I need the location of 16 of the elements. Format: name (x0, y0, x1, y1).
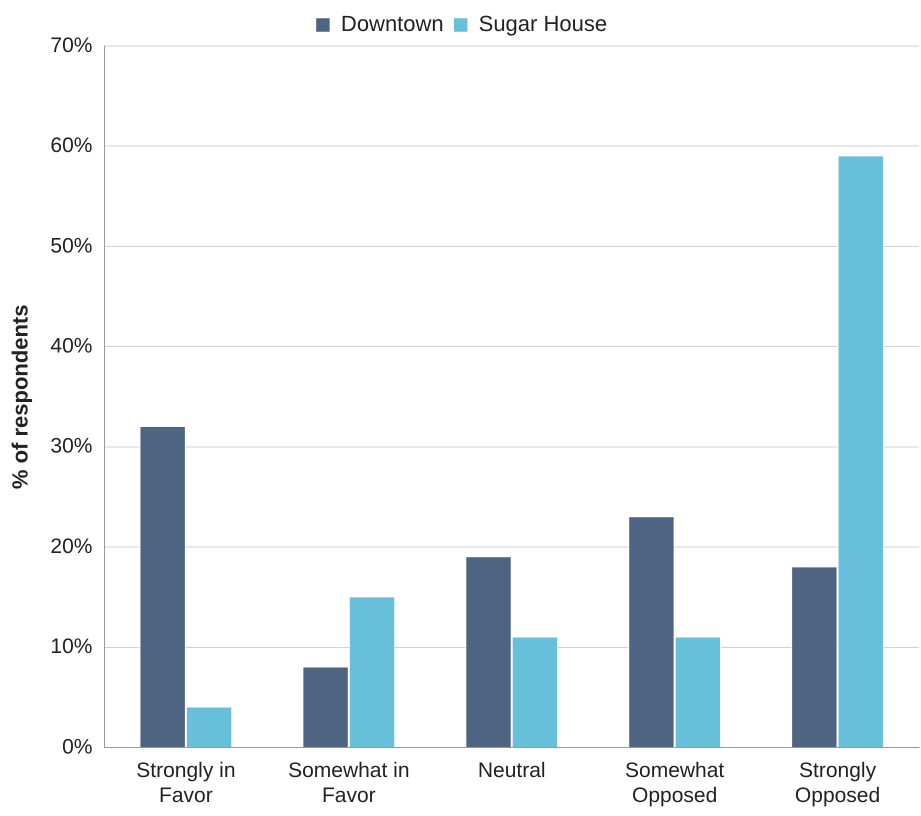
y-tick-label: 30% (50, 434, 92, 458)
y-tick-label: 70% (50, 34, 92, 57)
x-tick-label: Neutral (478, 758, 546, 782)
y-tick-label: 60% (50, 134, 92, 158)
x-tick-label: Strongly Opposed (794, 758, 880, 808)
x-tick-label: Somewhat in Favor (288, 758, 410, 808)
y-tick-label: 40% (50, 334, 92, 358)
y-tick-label: 10% (50, 635, 92, 658)
legend-label: Sugar House (478, 11, 608, 36)
y-tick-label: 20% (50, 534, 92, 558)
legend-label: Downtown (340, 11, 444, 36)
x-tick-label: Strongly in Favor (136, 758, 236, 808)
y-tick-label: 50% (50, 234, 92, 258)
y-tick-label: 0% (62, 735, 92, 758)
x-tick-label: Somewhat Opposed (625, 758, 724, 808)
y-axis-title: % of respondents (7, 304, 32, 490)
